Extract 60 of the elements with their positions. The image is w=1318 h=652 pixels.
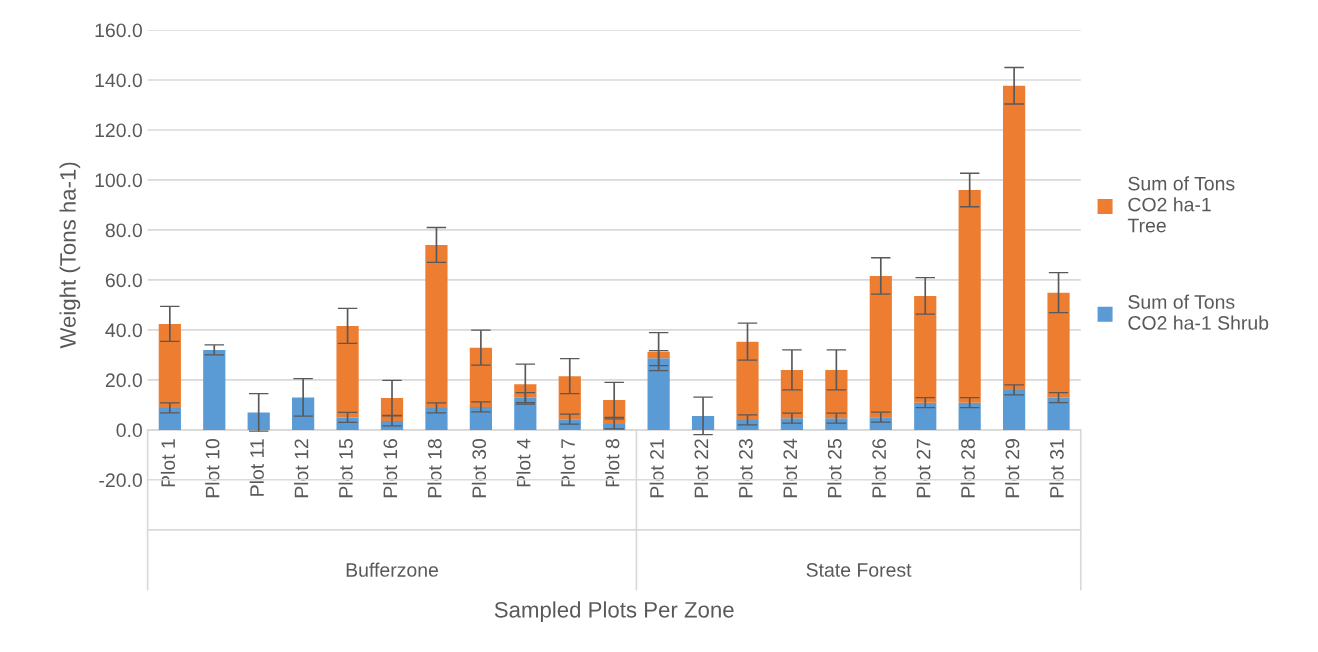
x-tick-label: Plot 11 <box>249 439 264 496</box>
x-tick-label: Plot 15 <box>338 439 353 498</box>
bar <box>336 325 359 418</box>
y-tick-label: -20.0 <box>99 473 142 488</box>
x-tick-label: Plot 31 <box>1049 439 1064 498</box>
bar <box>469 406 492 430</box>
x-tick-label: Plot 22 <box>694 439 709 498</box>
x-tick-label: Plot 8 <box>605 439 620 487</box>
x-tick-label: Plot 16 <box>382 439 398 498</box>
bar <box>869 275 892 418</box>
x-tick-label: Plot 30 <box>471 438 487 498</box>
bar <box>247 412 270 430</box>
legend-label: Sum of Tons CO2 ha-1 Shrub <box>1128 294 1269 330</box>
bar <box>958 189 981 403</box>
y-tick-label: 140.0 <box>95 73 142 88</box>
bar <box>1047 397 1070 430</box>
bar <box>469 347 492 407</box>
x-tick-label: Plot 24 <box>782 438 798 498</box>
y-tick-label: 100.0 <box>95 173 142 188</box>
x-tick-label: Plot 7 <box>560 439 575 487</box>
bar <box>825 369 848 419</box>
x-tick-label: Plot 28 <box>960 439 975 498</box>
y-tick-label: 60.0 <box>105 273 142 288</box>
bar <box>914 295 937 403</box>
x-tick-label: Plot 12 <box>294 439 309 498</box>
y-tick-label: 160.0 <box>95 23 142 38</box>
x-tick-label: Plot 4 <box>516 438 531 487</box>
y-tick-label: 80.0 <box>105 223 142 238</box>
text: State Forest <box>806 563 912 577</box>
legend-label: Sum of Tons CO2 ha-1 Tree <box>1127 176 1235 233</box>
x-tick-label: Plot 26 <box>871 439 887 498</box>
bar <box>336 417 359 430</box>
bar <box>958 402 981 430</box>
y-axis-title: Weight (Tons ha-1) <box>59 162 81 349</box>
text: Bufferzone <box>346 562 438 577</box>
bar <box>914 402 937 430</box>
x-tick-label: Plot 27 <box>916 439 931 498</box>
bar <box>691 415 715 430</box>
x-tick-label: Plot 1 <box>160 439 176 487</box>
bar <box>1003 389 1026 430</box>
y-tick-label: 0.0 <box>116 423 142 438</box>
bar <box>158 323 181 408</box>
x-tick-label: Plot 23 <box>738 439 753 498</box>
x-axis-title: Sampled Plots Per Zone <box>494 601 734 623</box>
y-tick-label: 40.0 <box>105 323 142 338</box>
y-tick-label: 120.0 <box>95 123 142 138</box>
bar <box>158 407 181 430</box>
x-tick-label: Plot 18 <box>427 439 442 498</box>
bar <box>1047 292 1070 398</box>
bar <box>647 358 670 430</box>
bar <box>425 407 448 430</box>
y-tick-label: 20.0 <box>105 373 142 388</box>
x-tick-label: Plot 29 <box>1005 439 1020 498</box>
x-tick-label: Plot 25 <box>827 439 842 498</box>
bar <box>203 349 226 430</box>
bar <box>736 341 759 420</box>
bar <box>1003 85 1026 390</box>
x-tick-label: Plot 21 <box>649 439 664 498</box>
bar <box>425 244 448 408</box>
x-tick-label: Plot 10 <box>205 438 220 498</box>
